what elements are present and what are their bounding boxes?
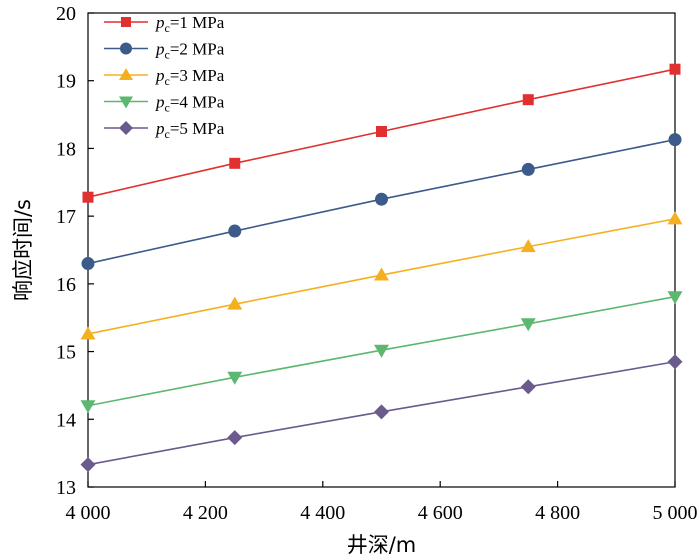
- legend-item: pc=1 MPa: [104, 13, 225, 35]
- y-axis: 13 14 15 16 17 18 19 20: [56, 3, 94, 499]
- data-point: [667, 211, 683, 225]
- data-point: [667, 354, 683, 370]
- y-tick-label: 20: [56, 3, 76, 25]
- series-4: [80, 291, 683, 414]
- data-point: [668, 133, 682, 147]
- legend-item: pc=2 MPa: [104, 40, 225, 62]
- data-point: [520, 239, 536, 253]
- series-3: [80, 211, 683, 340]
- legend-marker: [119, 96, 133, 109]
- legend: pc=1 MPa pc=2 MPa pc=3 MPa pc=4 MPa pc=5 MPa: [104, 13, 225, 141]
- data-point: [520, 318, 536, 332]
- data-point: [227, 371, 243, 385]
- y-tick-label: 17: [56, 206, 76, 228]
- plot-frame: [87, 12, 676, 488]
- y-tick-label: 15: [56, 342, 76, 364]
- series-1: [82, 63, 681, 203]
- legend-item: pc=5 MPa: [104, 119, 225, 141]
- plot-border: [87, 12, 676, 488]
- series-5: [80, 354, 683, 473]
- y-tick-label: 18: [56, 138, 76, 160]
- x-axis: 4 000 4 200 4 400 4 600 4 800 5 000: [66, 481, 698, 524]
- x-tick-label: 4 200: [183, 502, 228, 524]
- data-point: [522, 94, 534, 106]
- data-point: [80, 326, 96, 340]
- data-point: [374, 267, 389, 281]
- data-point: [227, 296, 243, 310]
- y-tick-label: 19: [56, 71, 76, 93]
- data-point: [521, 162, 535, 176]
- x-axis-title: 井深/m: [347, 533, 417, 557]
- y-tick-label: 14: [56, 409, 76, 431]
- y-tick-label: 13: [56, 477, 76, 499]
- data-point: [374, 344, 389, 358]
- legend-label: pc=3 MPa: [155, 66, 225, 88]
- series-2: [81, 133, 682, 271]
- legend-marker: [121, 17, 131, 27]
- x-tick-label: 5 000: [653, 502, 698, 524]
- data-point: [227, 430, 243, 446]
- data-point: [80, 400, 96, 414]
- legend-label: pc=5 MPa: [155, 119, 225, 141]
- data-point: [376, 126, 387, 137]
- legend-marker: [119, 121, 133, 135]
- data-point: [669, 63, 681, 75]
- legend-label: pc=2 MPa: [155, 40, 225, 62]
- data-point: [667, 291, 683, 305]
- y-tick-label: 16: [56, 274, 76, 296]
- x-tick-label: 4 600: [418, 502, 463, 524]
- data-point: [374, 404, 389, 420]
- legend-item: pc=3 MPa: [104, 66, 225, 88]
- legend-item: pc=4 MPa: [104, 93, 225, 115]
- legend-label: pc=1 MPa: [155, 13, 225, 35]
- data-point: [520, 379, 536, 395]
- legend-marker: [119, 68, 133, 80]
- data-point: [375, 192, 388, 206]
- data-point: [81, 257, 95, 271]
- legend-marker: [120, 42, 132, 55]
- data-point: [82, 191, 94, 203]
- y-axis-title: 响应时间/s: [11, 199, 35, 301]
- data-point: [228, 224, 242, 238]
- legend-label: pc=4 MPa: [155, 93, 225, 115]
- data-point: [229, 157, 241, 169]
- data-point: [80, 457, 96, 473]
- x-tick-label: 4 400: [300, 502, 345, 524]
- x-tick-label: 4 000: [66, 502, 111, 524]
- x-tick-label: 4 800: [535, 502, 580, 524]
- series-layer: [80, 63, 683, 473]
